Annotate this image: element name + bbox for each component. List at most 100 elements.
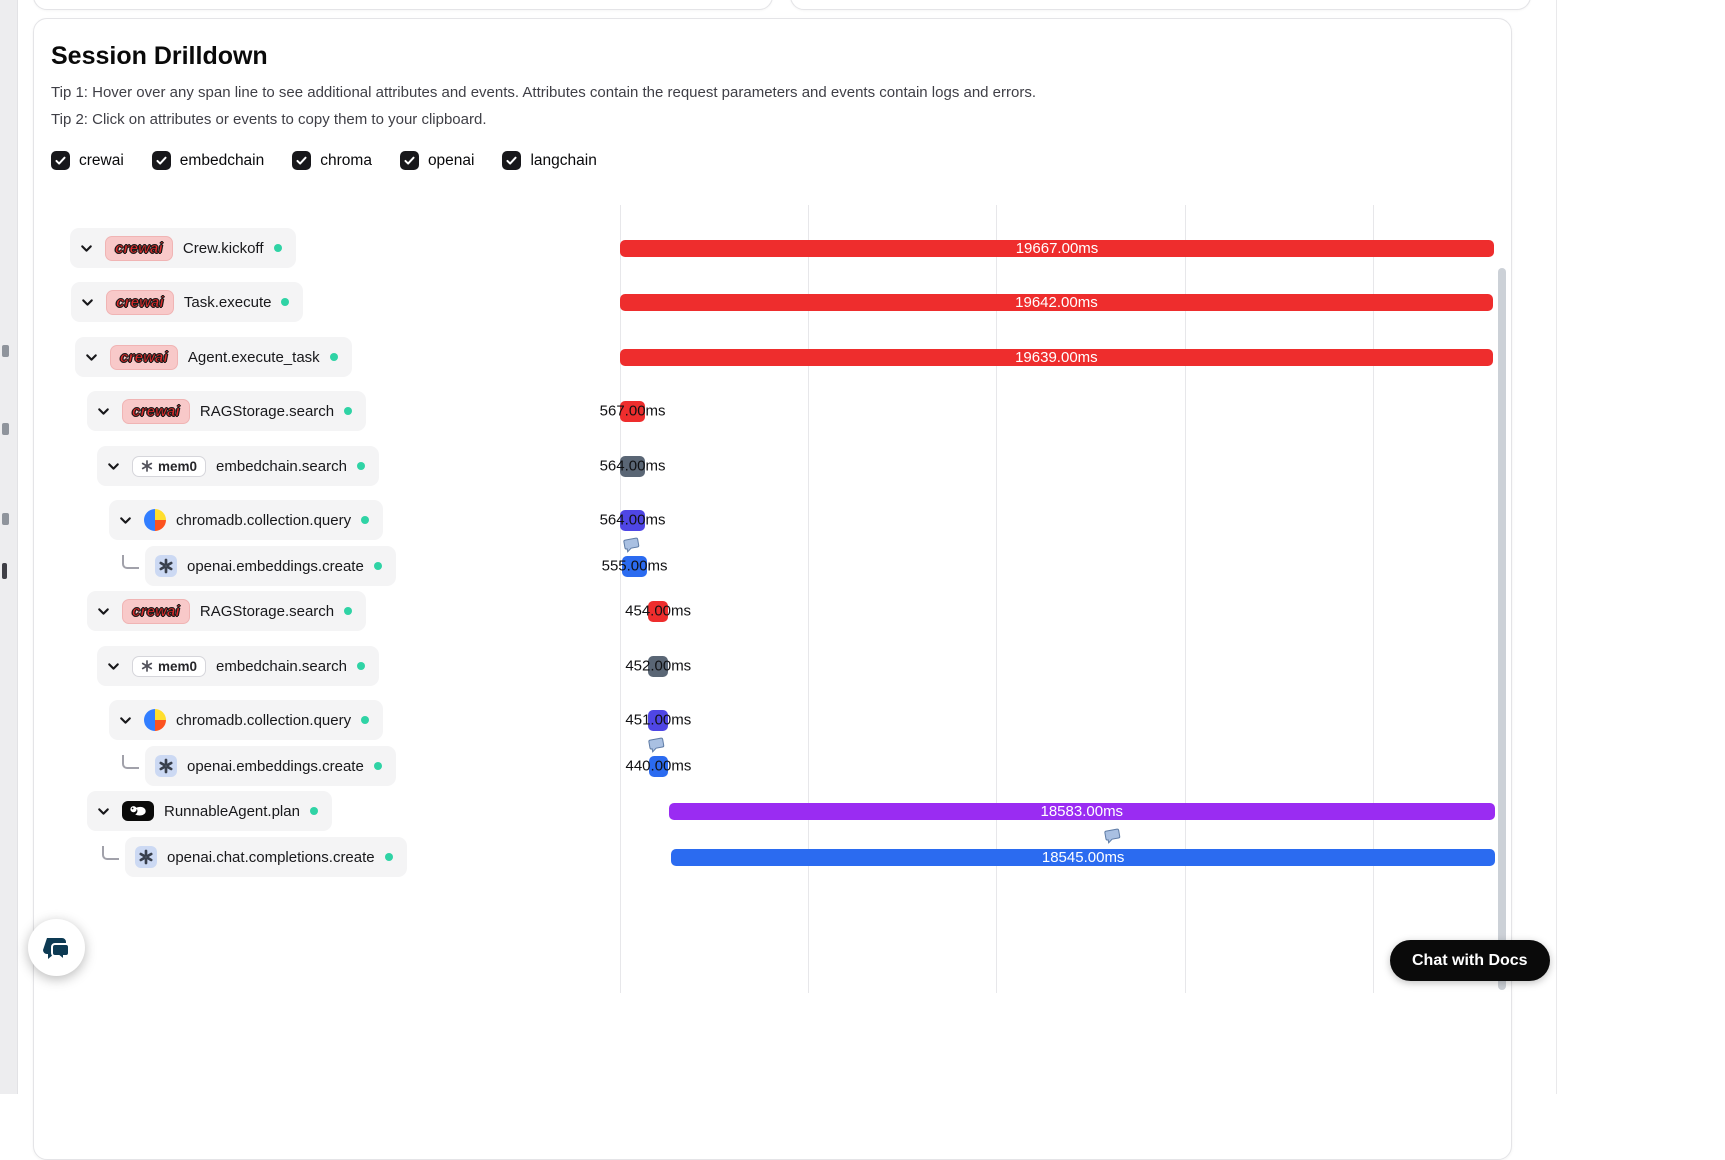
filter-label: langchain <box>530 151 597 169</box>
status-dot <box>361 716 370 724</box>
span-name: RunnableAgent.plan <box>164 802 300 820</box>
crewai-logo-badge: crewai <box>105 235 173 261</box>
filter-item-crewai[interactable]: crewai <box>51 151 124 170</box>
status-dot <box>356 462 365 470</box>
chevron-down-icon[interactable] <box>95 403 112 420</box>
trace-row-openai.chat.completions.create[interactable]: openai.chat.completions.create <box>125 837 407 877</box>
chevron-down-icon[interactable] <box>78 240 95 257</box>
status-dot <box>344 407 353 415</box>
filter-checkbox-chroma[interactable] <box>292 151 312 170</box>
tree-elbow-connector <box>122 555 139 569</box>
chevron-down-icon[interactable] <box>105 458 122 475</box>
session-drilldown-page: Session Drilldown Tip 1: Hover over any … <box>0 0 1557 1160</box>
span-name: chromadb.collection.query <box>176 511 352 529</box>
status-dot <box>344 607 353 615</box>
chat-with-docs-button[interactable]: Chat with Docs <box>1390 940 1550 981</box>
chevron-down-icon[interactable] <box>105 658 122 675</box>
event-bubble-icon[interactable] <box>1104 827 1123 850</box>
chevron-down-icon[interactable] <box>95 603 112 620</box>
filter-checkbox-langchain[interactable] <box>502 151 522 170</box>
tip-2: Tip 2: Click on attributes or events to … <box>51 111 487 128</box>
filter-checkbox-openai[interactable] <box>399 151 419 170</box>
trace-row-chromadb.collection.query[interactable]: chromadb.collection.query <box>109 500 384 540</box>
trace-row-openai.embeddings.create[interactable]: openai.embeddings.create <box>145 746 396 786</box>
openai-logo-icon <box>155 755 177 777</box>
span-duration-bar[interactable]: 19639.00ms <box>620 348 1493 366</box>
span-duration-bar[interactable] <box>647 600 669 622</box>
span-duration-bar[interactable] <box>620 455 646 477</box>
crewai-logo-badge: crewai <box>106 289 174 315</box>
span-duration-label: 19642.00ms <box>1015 293 1098 311</box>
filter-checkbox-crewai[interactable] <box>51 151 70 170</box>
chat-bubbles-icon <box>41 932 73 964</box>
span-name: openai.embeddings.create <box>187 557 364 575</box>
filter-item-embedchain[interactable]: embedchain <box>151 151 265 170</box>
chevron-down-icon[interactable] <box>117 712 134 729</box>
status-dot <box>384 853 393 861</box>
span-duration-bar[interactable]: 18545.00ms <box>671 848 1496 866</box>
filter-item-chroma[interactable]: chroma <box>292 151 372 170</box>
tree-elbow-connector <box>122 755 139 769</box>
framework-filters: crewai embedchain chroma openai langchain <box>51 151 597 170</box>
span-duration-bar[interactable]: 19642.00ms <box>620 293 1493 311</box>
trace-row-embedchain.search[interactable]: mem0 embedchain.search <box>97 646 379 686</box>
filter-item-openai[interactable]: openai <box>399 151 475 170</box>
filter-label: openai <box>427 151 475 169</box>
span-duration-bar[interactable] <box>620 509 646 531</box>
span-name: Agent.execute_task <box>187 348 320 366</box>
trace-row-RunnableAgent.plan[interactable]: RunnableAgent.plan <box>87 791 332 831</box>
span-duration-bar[interactable]: 18583.00ms <box>668 802 1495 820</box>
timeline-gridline <box>1185 205 1186 993</box>
clipped-content <box>2 513 9 525</box>
timeline-gridline <box>620 205 621 993</box>
page-title: Session Drilldown <box>51 42 268 70</box>
clipped-content <box>2 563 7 579</box>
mem0-logo-badge: mem0 <box>132 455 207 477</box>
span-duration-bar[interactable] <box>648 709 669 731</box>
chevron-down-icon[interactable] <box>95 803 112 820</box>
crewai-logo-badge: crewai <box>110 344 178 370</box>
mem0-logo-text: mem0 <box>158 458 198 474</box>
span-duration-bar[interactable] <box>648 755 669 777</box>
trace-row-Crew.kickoff[interactable]: crewai Crew.kickoff <box>70 228 296 268</box>
filter-label: crewai <box>79 151 124 169</box>
event-bubble-icon[interactable] <box>622 536 641 559</box>
trace-row-RAGStorage.search[interactable]: crewai RAGStorage.search <box>87 391 367 431</box>
mem0-asterisk-icon <box>141 660 153 672</box>
trace-row-Agent.execute_task[interactable]: crewai Agent.execute_task <box>75 337 352 377</box>
session-drilldown-card <box>33 18 1512 1160</box>
chevron-down-icon[interactable] <box>79 294 96 311</box>
mem0-logo-text: mem0 <box>158 658 198 674</box>
trace-row-embedchain.search[interactable]: mem0 embedchain.search <box>97 446 379 486</box>
trace-row-chromadb.collection.query[interactable]: chromadb.collection.query <box>109 700 384 740</box>
span-duration-label: 18583.00ms <box>1040 802 1124 820</box>
span-name: openai.chat.completions.create <box>167 848 375 866</box>
span-name: chromadb.collection.query <box>176 711 352 729</box>
trace-row-Task.execute[interactable]: crewai Task.execute <box>71 282 304 322</box>
vertical-scrollbar-thumb[interactable] <box>1498 268 1506 990</box>
span-name: RAGStorage.search <box>199 602 335 620</box>
top-card-left <box>33 0 773 10</box>
event-bubble-icon[interactable] <box>647 736 666 759</box>
status-dot <box>356 662 365 670</box>
crewai-logo-badge: crewai <box>122 598 190 624</box>
chevron-down-icon[interactable] <box>117 512 134 529</box>
filter-label: embedchain <box>179 151 265 169</box>
filter-item-langchain[interactable]: langchain <box>502 151 597 170</box>
filter-checkbox-embedchain[interactable] <box>151 151 171 170</box>
tip-1: Tip 1: Hover over any span line to see a… <box>51 84 1037 101</box>
chevron-down-icon[interactable] <box>83 349 100 366</box>
tree-elbow-connector <box>102 846 119 860</box>
span-duration-label: 19639.00ms <box>1015 348 1098 366</box>
top-card-right <box>790 0 1531 10</box>
status-dot <box>361 516 370 524</box>
span-duration-bar[interactable] <box>620 400 646 422</box>
trace-row-RAGStorage.search[interactable]: crewai RAGStorage.search <box>87 591 367 631</box>
chat-widget-button[interactable] <box>28 919 85 976</box>
span-duration-bar[interactable] <box>622 555 647 577</box>
span-duration-bar[interactable] <box>648 655 669 677</box>
timeline-gridline <box>1373 205 1374 993</box>
trace-row-openai.embeddings.create[interactable]: openai.embeddings.create <box>145 546 396 586</box>
chroma-logo-icon <box>144 709 166 731</box>
span-duration-bar[interactable]: 19667.00ms <box>620 239 1494 257</box>
